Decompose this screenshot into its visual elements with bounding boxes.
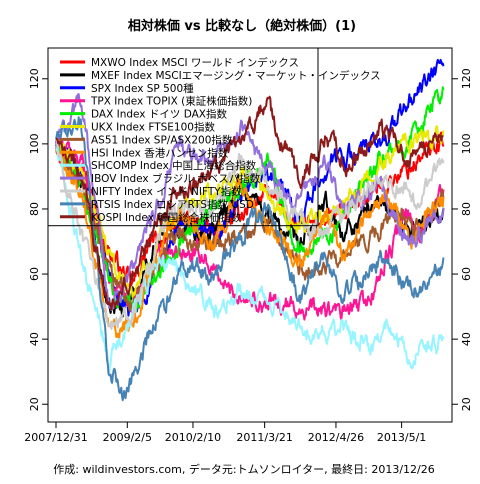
y-tick-label-left: 120 (28, 68, 41, 89)
legend-label: IBOV Index ブラジル ボベスパ指数 (91, 172, 261, 185)
legend-label: UKX Index FTSE100指数 (91, 121, 215, 134)
x-tick-label: 2009/2/5 (103, 431, 152, 444)
y-tick-label-left: 40 (28, 332, 41, 346)
x-tick-label: 2011/3/21 (236, 431, 292, 444)
series-line (55, 95, 444, 311)
y-tick-label-left: 80 (28, 202, 41, 216)
x-tick-label: 2012/4/26 (308, 431, 364, 444)
legend-label: SHCOMP Index 中国上海総合指数 (91, 159, 257, 172)
legend-box (47, 47, 319, 227)
y-tick-label-right: 100 (460, 133, 473, 154)
series-layer (55, 58, 445, 402)
y-tick-label-right: 80 (460, 202, 473, 216)
x-tick-label: 2007/12/31 (24, 431, 87, 444)
legend-label: MXEF Index MSCIエマージング・マーケット・インデックス (91, 69, 381, 82)
y-tick-label-left: 100 (28, 133, 41, 154)
legend-label: KOSPI Index 韓国総合株価指数 (91, 211, 242, 224)
y-tick-label-right: 40 (460, 332, 473, 346)
series-line (55, 141, 445, 374)
y-tick-label-left: 60 (28, 267, 41, 281)
x-tick-label: 2013/5/1 (377, 431, 426, 444)
legend-label: NIFTY Index インド NIFTY指数 (91, 185, 242, 198)
legend-label: RTSIS Index ロシアRTS指数 USD (91, 198, 254, 211)
series-line (55, 116, 445, 402)
legend-label: HSI Index 香港ハンセン指数 (91, 146, 229, 159)
y-tick-label-right: 20 (460, 397, 473, 411)
series-line (55, 139, 445, 312)
y-tick-label-right: 120 (460, 68, 473, 89)
y-tick-label-right: 60 (460, 267, 473, 281)
legend-label: TPX Index TOPIX (東証株価指数) (90, 95, 252, 108)
y-tick-label-left: 20 (28, 397, 41, 411)
legend-label: SPX Index SP 500種 (91, 82, 194, 95)
legend-label: AS51 Index SP/ASX200指数 (91, 133, 233, 146)
series-line (55, 137, 445, 330)
series-line (55, 141, 445, 340)
legend-label: MXWO Index MSCI ワールド インデックス (91, 56, 299, 69)
x-tick-label: 2010/2/10 (165, 431, 221, 444)
axes-layer: 20 20 40 40 60 60 80 80 100 100 120 120 2007/12/31 20… (24, 47, 473, 444)
chart-caption: 作成: wildinvestors.com, データ元:トムソンロイター, 最終… (53, 462, 434, 476)
legend-label: DAX Index ドイツ DAX指数 (91, 108, 227, 121)
chart-title: 相対株価 vs 比較なし（絶対株価）(1) (128, 18, 356, 34)
